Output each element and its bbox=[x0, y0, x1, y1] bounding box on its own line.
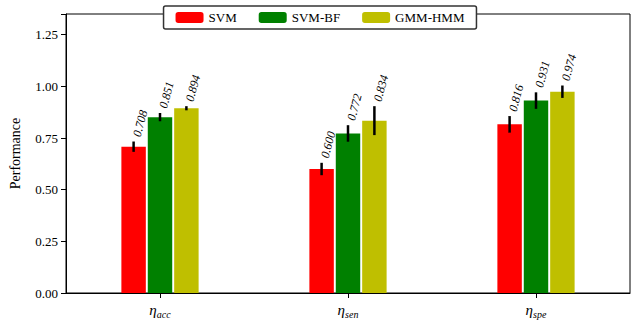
svg-text:SVM: SVM bbox=[209, 10, 238, 25]
svg-text:0.75: 0.75 bbox=[35, 131, 58, 146]
svg-text:0.834: 0.834 bbox=[371, 73, 392, 103]
svg-text:0.25: 0.25 bbox=[35, 234, 58, 249]
svg-text:spe: spe bbox=[533, 309, 547, 320]
svg-text:0.816: 0.816 bbox=[506, 83, 527, 113]
svg-text:sen: sen bbox=[345, 309, 358, 320]
svg-text:1.25: 1.25 bbox=[35, 27, 58, 42]
svg-text:0.974: 0.974 bbox=[559, 53, 580, 83]
svg-text:η: η bbox=[526, 302, 533, 318]
svg-text:0.600: 0.600 bbox=[318, 130, 339, 160]
svg-text:0.50: 0.50 bbox=[35, 182, 58, 197]
svg-text:Performance: Performance bbox=[8, 118, 23, 190]
svg-text:SVM-BF: SVM-BF bbox=[292, 10, 340, 25]
svg-text:1.00: 1.00 bbox=[35, 79, 58, 94]
svg-text:0.00: 0.00 bbox=[35, 286, 58, 301]
svg-text:GMM-HMM: GMM-HMM bbox=[395, 10, 465, 25]
svg-text:η: η bbox=[338, 302, 345, 318]
svg-text:η: η bbox=[149, 302, 156, 318]
svg-text:acc: acc bbox=[157, 309, 171, 320]
svg-text:0.931: 0.931 bbox=[532, 59, 553, 89]
svg-text:0.708: 0.708 bbox=[130, 109, 151, 139]
svg-text:0.772: 0.772 bbox=[344, 92, 365, 122]
svg-text:0.894: 0.894 bbox=[183, 73, 204, 103]
svg-text:0.851: 0.851 bbox=[156, 80, 177, 110]
